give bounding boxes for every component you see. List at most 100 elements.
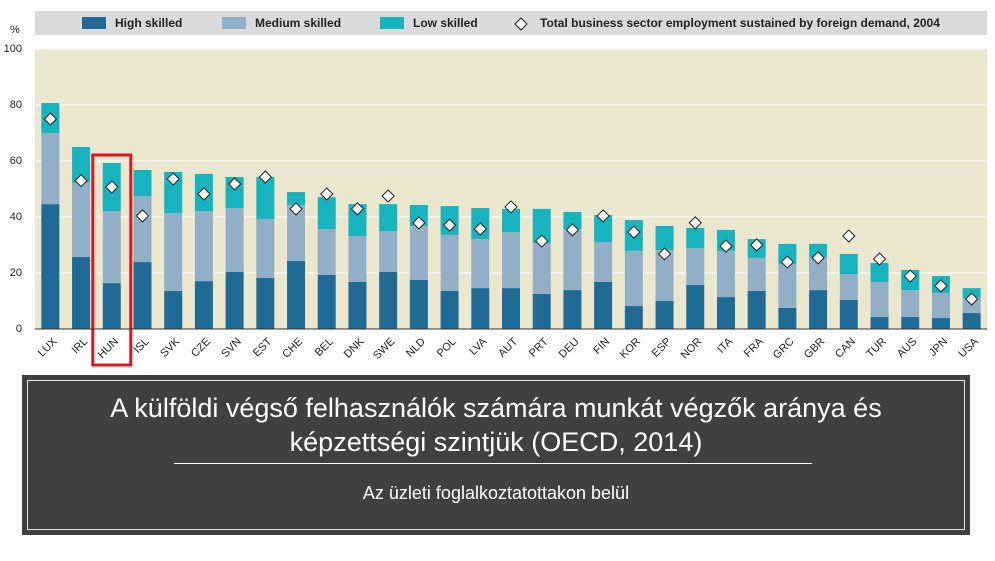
bar-segment xyxy=(348,236,367,282)
bar-segment xyxy=(686,227,705,249)
bar-segment xyxy=(624,250,643,307)
x-tick-label: EST xyxy=(251,336,275,360)
bar-segment xyxy=(133,169,152,196)
x-tick-label: TUR xyxy=(864,336,889,361)
marker-diamond xyxy=(227,177,242,191)
marker-diamond xyxy=(197,187,211,201)
bar-segment xyxy=(348,204,367,237)
marker-diamond xyxy=(596,209,610,223)
bar-segment xyxy=(440,234,459,291)
bar-segment xyxy=(164,171,183,214)
bar-segment xyxy=(532,208,551,244)
x-tick-label: ISL xyxy=(131,336,151,356)
x-tick-label: LVA xyxy=(467,335,490,358)
bar-segment xyxy=(686,248,705,286)
bar-segment xyxy=(317,229,336,275)
x-tick-label: LUX xyxy=(36,335,60,359)
x-tick-label: KOR xyxy=(618,336,643,361)
marker-diamond xyxy=(872,252,887,266)
x-tick-label: GBR xyxy=(802,336,827,361)
bar-segment xyxy=(379,231,398,272)
x-tick-label: DNK xyxy=(342,335,367,360)
x-tick-label: AUS xyxy=(895,336,919,360)
caption-box: A külföldi végső felhasználók számára mu… xyxy=(22,375,970,535)
marker-diamond xyxy=(43,112,58,126)
x-tick-label: JPN xyxy=(927,336,950,359)
bar-segment xyxy=(72,257,91,329)
bar-segment xyxy=(655,225,674,251)
marker-diamond xyxy=(934,279,948,293)
x-tick-label: FIN xyxy=(591,336,612,357)
bar-segment xyxy=(502,288,520,329)
x-tick-label: USA xyxy=(956,335,981,360)
x-tick-label: IRL xyxy=(70,336,91,357)
y-tick-label: 80 xyxy=(10,99,22,111)
highlight-box xyxy=(91,153,133,367)
bar-segment xyxy=(471,239,490,289)
bar-segment xyxy=(747,257,766,291)
bar-segment xyxy=(655,250,674,301)
x-tick-label: FRA xyxy=(742,335,767,360)
chart: % 0 20 40 60 80 100 High skilled Medium skilled… xyxy=(4,11,987,367)
bar-segment xyxy=(440,290,459,329)
x-tick-label: BEL xyxy=(313,336,336,359)
marker-diamond xyxy=(381,189,395,203)
bar-segment xyxy=(72,182,91,258)
legend-label: Medium skilled xyxy=(255,16,341,30)
caption-rule xyxy=(174,463,812,464)
marker-diamond xyxy=(473,222,487,236)
bar-segment xyxy=(225,208,244,272)
bar-segment xyxy=(471,288,490,329)
bar-segment xyxy=(962,313,981,329)
y-tick-label: 40 xyxy=(10,211,22,223)
bar-segment xyxy=(133,262,152,329)
marker-diamond xyxy=(749,238,764,252)
bar-segment xyxy=(317,274,336,329)
bar-segment xyxy=(41,133,60,205)
marker-diamond xyxy=(166,172,180,186)
bar-segment xyxy=(194,211,213,282)
marker-diamond xyxy=(412,216,426,230)
bar-segment xyxy=(563,290,582,329)
bar-segment xyxy=(256,278,275,329)
bar-segment xyxy=(716,250,735,298)
x-tick-label: HUN xyxy=(96,336,121,361)
marker-diamond xyxy=(350,202,365,216)
x-tick-label: DEU xyxy=(557,336,582,361)
marker-diamond xyxy=(74,173,88,188)
marker-diamond xyxy=(442,218,457,232)
bar-segment xyxy=(409,280,428,329)
bar-segment xyxy=(839,299,858,329)
marker-diamond xyxy=(504,200,518,214)
bar-segment xyxy=(778,264,797,308)
bar-segment xyxy=(870,281,889,317)
marker-diamond xyxy=(903,269,917,283)
bar-segment xyxy=(164,290,183,329)
bar-segment xyxy=(379,271,398,329)
bar-segment xyxy=(563,229,582,291)
y-axis-label: % xyxy=(10,24,20,36)
bar-segment xyxy=(716,297,735,329)
caption-subtitle: Az üzleti foglalkoztatottakon belül xyxy=(362,483,630,503)
y-tick-label: 100 xyxy=(4,43,22,55)
y-tick-label: 20 xyxy=(10,267,22,279)
bar-segment xyxy=(809,257,828,291)
bar-segment xyxy=(747,290,766,329)
bar-segment xyxy=(931,292,950,319)
bar-segment xyxy=(839,274,858,300)
x-tick-label: CHE xyxy=(280,336,305,361)
bar-segment xyxy=(532,243,551,294)
bar-segment xyxy=(594,241,613,282)
bar-segment xyxy=(194,281,213,329)
legend-label: Low skilled xyxy=(413,16,478,30)
bar-segment xyxy=(348,281,367,329)
legend-label: Total business sector employment sustain… xyxy=(540,16,940,30)
x-tick-label: SWE xyxy=(371,336,397,362)
legend-swatch xyxy=(380,17,404,29)
bar-segment xyxy=(102,211,121,284)
x-tick-label: AUT xyxy=(496,335,520,359)
bar-segment xyxy=(41,204,60,329)
bar-segment xyxy=(164,213,183,291)
bar-segment xyxy=(809,290,828,329)
bar-segment xyxy=(256,218,275,279)
